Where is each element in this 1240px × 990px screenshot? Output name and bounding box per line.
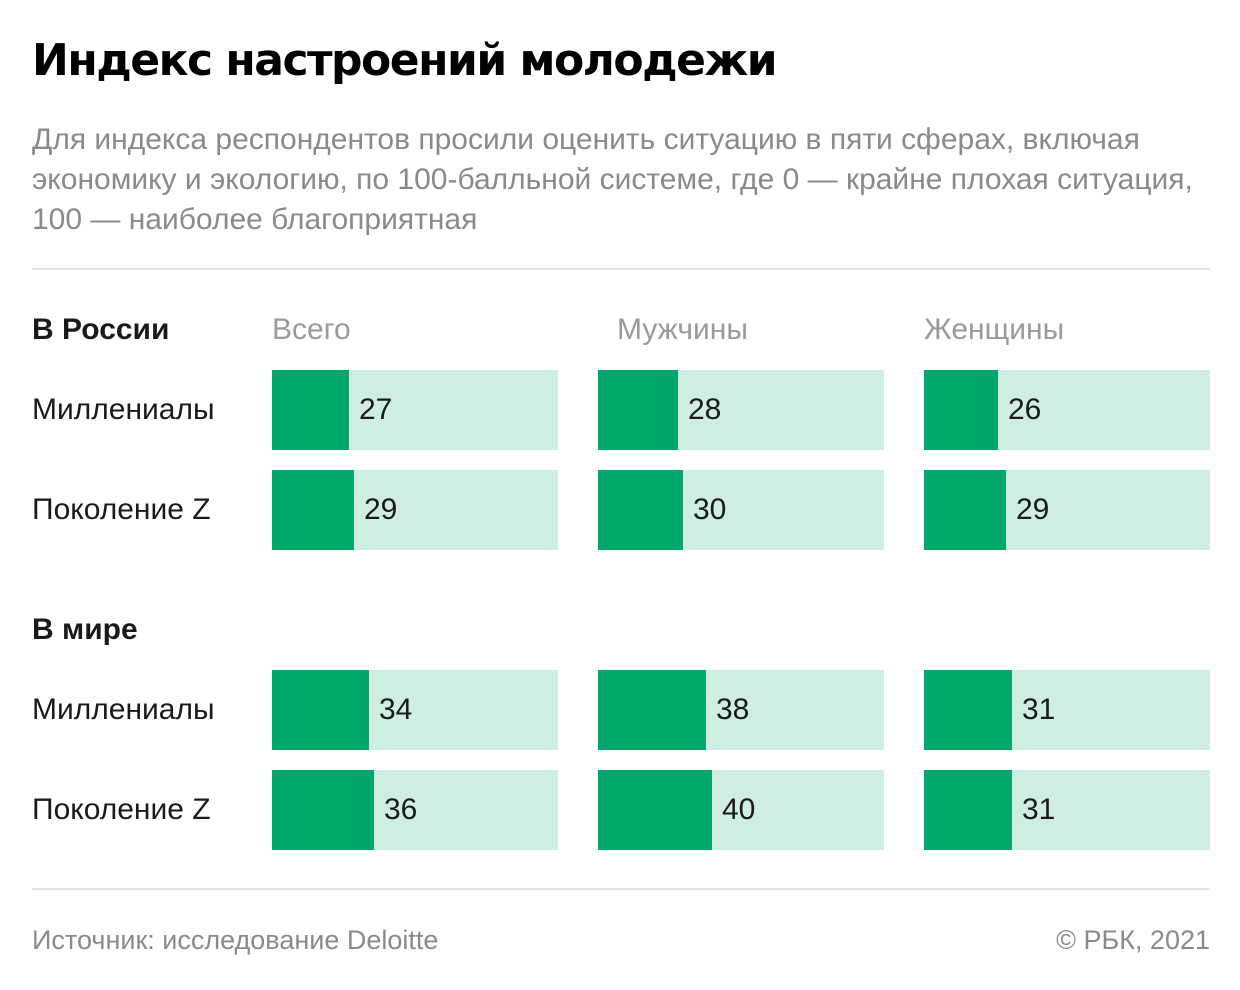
chart-subtitle: Для индекса респондентов просили оценить… bbox=[32, 123, 1193, 236]
bar-value-label: 26 bbox=[1008, 393, 1042, 426]
bar-fill-men bbox=[598, 670, 706, 750]
top-divider bbox=[32, 268, 1210, 270]
bar-value-label: 36 bbox=[384, 793, 418, 826]
bar-track-women: 31 bbox=[924, 670, 1210, 750]
bar-fill-men bbox=[598, 370, 678, 450]
source-note: Источник: исследование Deloitte bbox=[32, 925, 439, 955]
bar-track-total: 29 bbox=[272, 470, 558, 550]
bar-track-men: 38 bbox=[598, 670, 884, 750]
bar-value-label: 31 bbox=[1022, 693, 1056, 726]
bar-track-total: 36 bbox=[272, 770, 558, 850]
col-header-women: Женщины bbox=[924, 313, 1065, 346]
bar-fill-total bbox=[272, 370, 349, 450]
bar-fill-men bbox=[598, 770, 712, 850]
row-label: Поколение Z bbox=[32, 793, 211, 826]
bar-fill-women bbox=[924, 770, 1012, 850]
bar-fill-women bbox=[924, 370, 998, 450]
bar-track-men: 40 bbox=[598, 770, 884, 850]
bar-fill-men bbox=[598, 470, 683, 550]
section-title-world: В мире bbox=[32, 613, 138, 646]
bar-track-women: 31 bbox=[924, 770, 1210, 850]
bar-track-total: 34 bbox=[272, 670, 558, 750]
section-title-russia: В России bbox=[32, 313, 170, 346]
bar-fill-total bbox=[272, 670, 369, 750]
bar-fill-total bbox=[272, 470, 354, 550]
bar-value-label: 31 bbox=[1022, 793, 1056, 826]
bar-value-label: 27 bbox=[359, 393, 393, 426]
bar-value-label: 28 bbox=[688, 393, 722, 426]
bar-track-men: 30 bbox=[598, 470, 884, 550]
chart-title: Индекс настроений молодежи bbox=[32, 35, 778, 86]
copyright: © РБК, 2021 bbox=[1056, 925, 1210, 955]
bar-value-label: 34 bbox=[379, 693, 413, 726]
bar-fill-total bbox=[272, 770, 374, 850]
bar-value-label: 29 bbox=[364, 493, 398, 526]
col-header-men: Мужчины bbox=[617, 313, 748, 346]
row-label: Миллениалы bbox=[32, 693, 215, 726]
col-header-total: Всего bbox=[272, 313, 351, 346]
bar-value-label: 38 bbox=[716, 693, 750, 726]
bottom-divider bbox=[32, 888, 1210, 890]
bar-track-women: 26 bbox=[924, 370, 1210, 450]
bar-track-men: 28 bbox=[598, 370, 884, 450]
bar-value-label: 29 bbox=[1016, 493, 1050, 526]
bar-track-women: 29 bbox=[924, 470, 1210, 550]
bar-track-total: 27 bbox=[272, 370, 558, 450]
bar-fill-women bbox=[924, 470, 1006, 550]
bar-fill-women bbox=[924, 670, 1012, 750]
bar-value-label: 40 bbox=[722, 793, 756, 826]
row-label: Поколение Z bbox=[32, 493, 211, 526]
bar-value-label: 30 bbox=[693, 493, 727, 526]
row-label: Миллениалы bbox=[32, 393, 215, 426]
